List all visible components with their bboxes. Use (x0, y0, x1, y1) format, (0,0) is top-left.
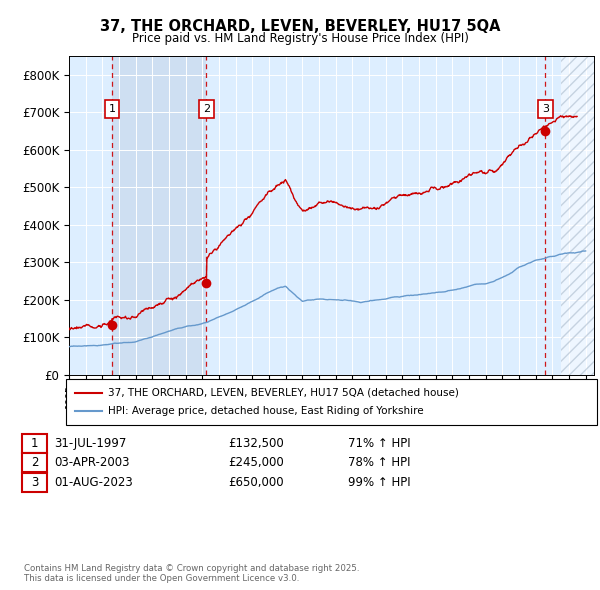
Bar (112, 56, 206, 375)
Bar (560, 56, 594, 375)
Text: 78% ↑ HPI: 78% ↑ HPI (348, 456, 410, 470)
Text: 3: 3 (542, 104, 549, 114)
Text: 3: 3 (31, 476, 38, 489)
Text: HPI: Average price, detached house, East Riding of Yorkshire: HPI: Average price, detached house, East… (108, 406, 424, 416)
Text: 1: 1 (109, 104, 115, 114)
Text: 03-APR-2003: 03-APR-2003 (54, 456, 130, 470)
Text: 31-JUL-1997: 31-JUL-1997 (54, 437, 127, 450)
Text: £132,500: £132,500 (228, 437, 284, 450)
Text: 37, THE ORCHARD, LEVEN, BEVERLEY, HU17 5QA (detached house): 37, THE ORCHARD, LEVEN, BEVERLEY, HU17 5… (108, 388, 459, 398)
Text: Price paid vs. HM Land Registry's House Price Index (HPI): Price paid vs. HM Land Registry's House … (131, 31, 469, 45)
Text: 01-AUG-2023: 01-AUG-2023 (54, 476, 133, 489)
Text: 71% ↑ HPI: 71% ↑ HPI (348, 437, 410, 450)
Text: 2: 2 (31, 456, 38, 470)
Text: 37, THE ORCHARD, LEVEN, BEVERLEY, HU17 5QA: 37, THE ORCHARD, LEVEN, BEVERLEY, HU17 5… (100, 19, 500, 34)
Text: £650,000: £650,000 (228, 476, 284, 489)
Text: 99% ↑ HPI: 99% ↑ HPI (348, 476, 410, 489)
Text: £245,000: £245,000 (228, 456, 284, 470)
Text: Contains HM Land Registry data © Crown copyright and database right 2025.
This d: Contains HM Land Registry data © Crown c… (24, 563, 359, 583)
Text: 2: 2 (203, 104, 210, 114)
Text: 1: 1 (31, 437, 38, 450)
